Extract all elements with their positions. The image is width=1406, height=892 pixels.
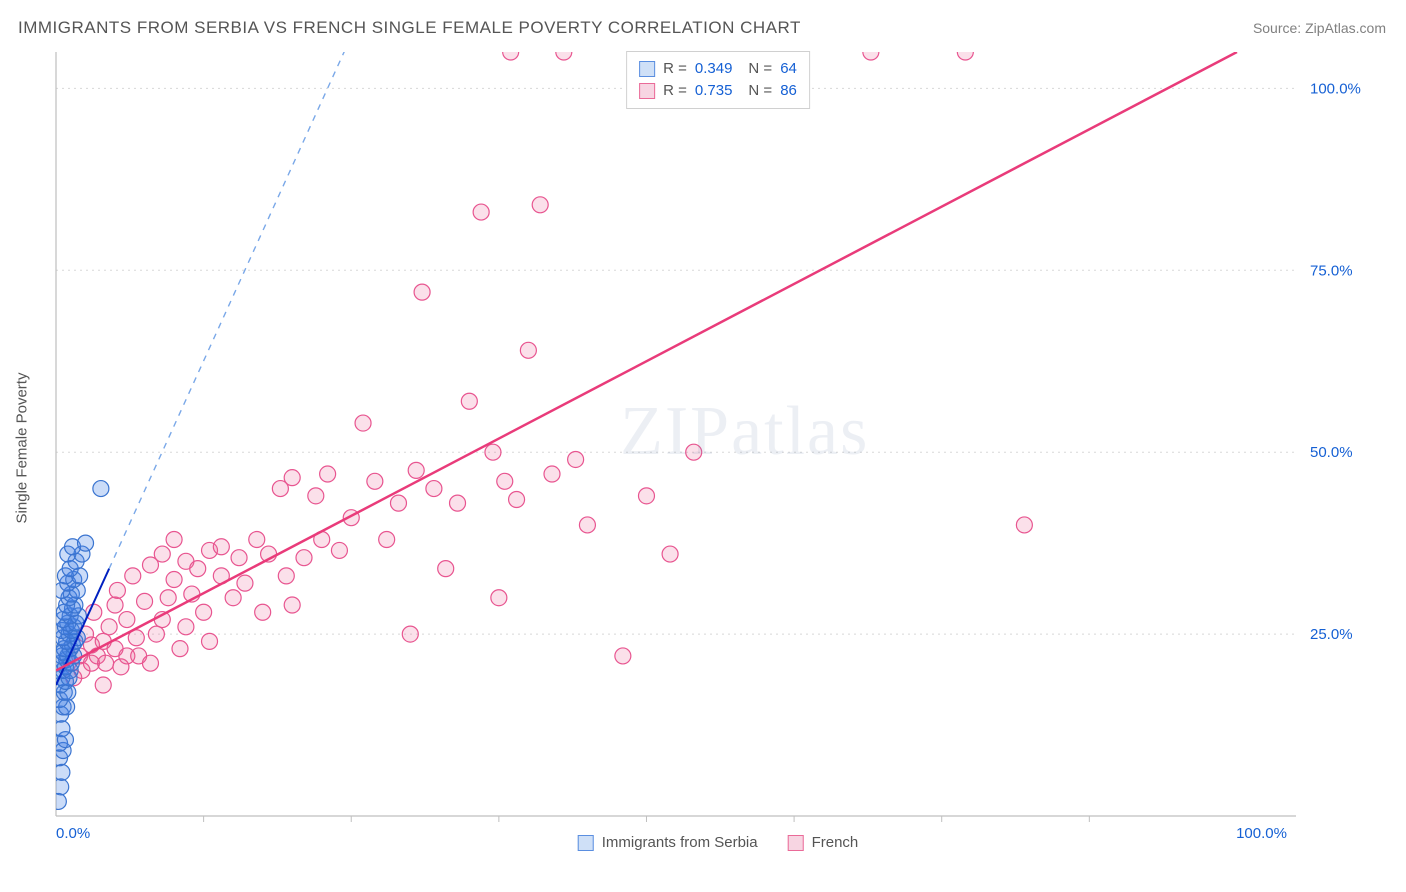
legend-r-label: R = [663, 58, 687, 80]
swatch-serbia [578, 835, 594, 851]
legend-row-french: R = 0.735 N = 86 [639, 80, 797, 102]
svg-text:100.0%: 100.0% [1310, 80, 1361, 97]
swatch-serbia [639, 61, 655, 77]
legend-r-label: R = [663, 80, 687, 102]
swatch-french [639, 83, 655, 99]
legend-n-value: 64 [780, 58, 797, 80]
svg-text:0.0%: 0.0% [56, 825, 90, 842]
source-label: Source: ZipAtlas.com [1253, 20, 1386, 36]
y-axis-label: Single Female Poverty [14, 373, 31, 524]
legend-n-value: 86 [780, 80, 797, 102]
svg-text:75.0%: 75.0% [1310, 262, 1353, 279]
legend-r-value: 0.735 [695, 80, 733, 102]
svg-text:25.0%: 25.0% [1310, 626, 1353, 643]
series-legend: Immigrants from Serbia French [570, 834, 867, 851]
swatch-french [788, 835, 804, 851]
svg-text:50.0%: 50.0% [1310, 444, 1353, 461]
scatter-plot: 25.0% 50.0% 75.0% 100.0% 0.0% 100.0% [50, 48, 1386, 848]
svg-text:100.0%: 100.0% [1236, 825, 1287, 842]
legend-n-label: N = [748, 80, 772, 102]
chart-container: Single Female Poverty R = 0.349 N = 64 R… [50, 48, 1386, 848]
legend-item-serbia: Immigrants from Serbia [578, 834, 758, 851]
legend-label: Immigrants from Serbia [602, 834, 758, 851]
chart-title: IMMIGRANTS FROM SERBIA VS FRENCH SINGLE … [18, 18, 801, 38]
legend-row-serbia: R = 0.349 N = 64 [639, 58, 797, 80]
correlation-legend: R = 0.349 N = 64 R = 0.735 N = 86 [626, 51, 810, 109]
legend-r-value: 0.349 [695, 58, 733, 80]
legend-label: French [812, 834, 859, 851]
legend-n-label: N = [748, 58, 772, 80]
legend-item-french: French [788, 834, 859, 851]
